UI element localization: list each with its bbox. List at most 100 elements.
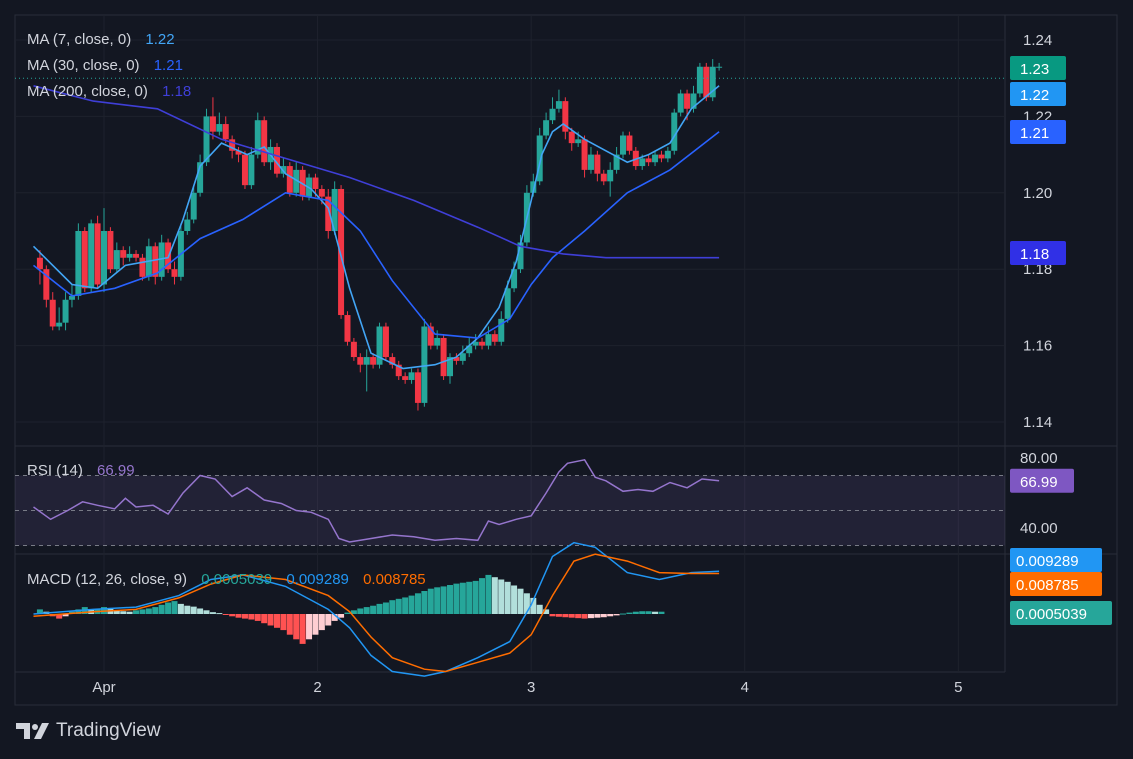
candle[interactable]	[658, 150, 665, 163]
candle[interactable]	[107, 227, 114, 274]
candle[interactable]	[331, 181, 338, 235]
candle[interactable]	[139, 253, 146, 281]
candle[interactable]	[248, 146, 255, 189]
candle[interactable]	[459, 345, 466, 365]
candle[interactable]	[209, 97, 216, 140]
candle[interactable]	[363, 349, 370, 392]
candle[interactable]	[49, 292, 56, 331]
candle[interactable]	[389, 353, 396, 369]
macd-legend[interactable]: MACD (12, 26, close, 9) 0.0005039 0.0092…	[27, 571, 426, 588]
candle[interactable]	[709, 59, 716, 102]
candle[interactable]	[466, 337, 473, 358]
candle-body	[370, 357, 377, 365]
candle[interactable]	[594, 150, 601, 182]
candle[interactable]	[350, 337, 357, 361]
candle[interactable]	[286, 162, 293, 197]
candle[interactable]	[504, 280, 511, 323]
candle[interactable]	[447, 353, 453, 384]
candle[interactable]	[555, 89, 562, 113]
candle[interactable]	[690, 85, 697, 113]
candle[interactable]	[620, 131, 626, 159]
candle[interactable]	[274, 143, 280, 178]
candle[interactable]	[581, 135, 588, 178]
candle[interactable]	[370, 353, 377, 369]
candle[interactable]	[600, 169, 607, 186]
candle[interactable]	[376, 322, 383, 369]
candle[interactable]	[357, 353, 364, 373]
candle[interactable]	[36, 250, 43, 285]
candle[interactable]	[402, 372, 409, 384]
candle[interactable]	[75, 223, 82, 300]
candle[interactable]	[203, 108, 210, 167]
tradingview-brand[interactable]: TradingView	[16, 720, 161, 742]
price-candles[interactable]	[36, 59, 723, 411]
candle[interactable]	[120, 246, 127, 266]
candle[interactable]	[184, 211, 191, 235]
candle[interactable]	[427, 322, 434, 350]
candle[interactable]	[613, 146, 620, 174]
macd-histogram-bar	[447, 585, 453, 614]
rsi-legend[interactable]: RSI (14) 66.99	[27, 462, 135, 479]
candle[interactable]	[472, 334, 479, 350]
candle[interactable]	[562, 97, 569, 140]
candle[interactable]	[421, 318, 428, 407]
candle[interactable]	[338, 185, 345, 319]
ma200-legend[interactable]: MA (200, close, 0) 1.18	[27, 83, 191, 100]
candle[interactable]	[88, 219, 95, 293]
candle[interactable]	[491, 330, 498, 346]
candle[interactable]	[498, 311, 505, 346]
candle[interactable]	[190, 185, 197, 224]
candle[interactable]	[126, 246, 133, 262]
candle[interactable]	[261, 116, 268, 167]
macd-histogram-bar	[165, 602, 172, 614]
candle[interactable]	[716, 62, 723, 71]
candle[interactable]	[325, 188, 332, 239]
candle[interactable]	[56, 307, 63, 331]
candle[interactable]	[607, 162, 614, 197]
ma200-badge-bg	[1010, 241, 1066, 265]
candle[interactable]	[382, 322, 389, 361]
candle[interactable]	[696, 62, 703, 98]
rsi-panel[interactable]	[15, 458, 1005, 546]
candle[interactable]	[229, 135, 236, 159]
candle[interactable]	[414, 368, 421, 411]
ma30-legend[interactable]: MA (30, close, 0) 1.21	[27, 57, 183, 74]
macd-panel[interactable]	[33, 541, 720, 677]
candle[interactable]	[408, 368, 415, 384]
candle[interactable]	[81, 227, 88, 293]
candle[interactable]	[133, 250, 140, 262]
candle[interactable]	[568, 127, 575, 151]
candle[interactable]	[344, 311, 351, 346]
candle[interactable]	[113, 242, 120, 274]
candle[interactable]	[453, 353, 460, 365]
candle[interactable]	[671, 108, 678, 155]
candle[interactable]	[395, 360, 402, 380]
candle[interactable]	[171, 261, 178, 285]
candle[interactable]	[626, 131, 633, 155]
last-price-badge: 1.23	[1010, 56, 1066, 80]
candle[interactable]	[241, 150, 248, 189]
candle[interactable]	[197, 154, 204, 197]
candle[interactable]	[222, 116, 229, 144]
candle[interactable]	[645, 154, 652, 167]
candle[interactable]	[440, 334, 447, 380]
candle[interactable]	[677, 89, 684, 117]
candle[interactable]	[62, 292, 69, 331]
candle[interactable]	[703, 62, 710, 102]
candle[interactable]	[101, 208, 107, 293]
ma7-legend[interactable]: MA (7, close, 0) 1.22	[27, 31, 175, 48]
candle[interactable]	[479, 337, 486, 350]
candle[interactable]	[216, 112, 223, 136]
candle[interactable]	[536, 127, 543, 186]
candle[interactable]	[94, 215, 101, 289]
candle[interactable]	[43, 265, 50, 308]
candle[interactable]	[652, 150, 659, 167]
candle[interactable]	[549, 97, 556, 125]
candle[interactable]	[543, 112, 550, 140]
candle[interactable]	[664, 146, 671, 163]
candle[interactable]	[235, 146, 242, 163]
candle[interactable]	[587, 146, 594, 174]
candle[interactable]	[152, 242, 159, 285]
candle[interactable]	[485, 326, 492, 350]
